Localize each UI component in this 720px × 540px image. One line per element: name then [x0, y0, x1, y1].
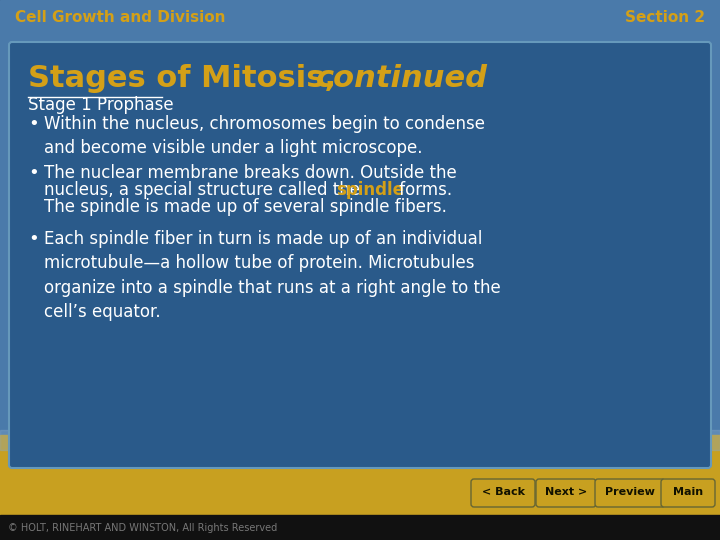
Bar — [0, 435, 720, 515]
Text: The spindle is made up of several spindle fibers.: The spindle is made up of several spindl… — [44, 198, 447, 216]
Text: Main: Main — [673, 487, 703, 497]
FancyBboxPatch shape — [471, 479, 535, 507]
Text: spindle: spindle — [336, 181, 404, 199]
Text: Cell Growth and Division: Cell Growth and Division — [15, 10, 225, 25]
Text: continued: continued — [316, 64, 488, 93]
Text: Each spindle fiber in turn is made up of an individual
microtubule—a hollow tube: Each spindle fiber in turn is made up of… — [44, 230, 500, 321]
Text: Preview: Preview — [605, 487, 655, 497]
Text: Stage 1 Prophase: Stage 1 Prophase — [28, 96, 174, 114]
Text: © HOLT, RINEHART AND WINSTON, All Rights Reserved: © HOLT, RINEHART AND WINSTON, All Rights… — [8, 523, 277, 533]
Text: •: • — [28, 164, 39, 182]
Text: •: • — [28, 230, 39, 248]
Text: •: • — [28, 115, 39, 133]
FancyBboxPatch shape — [9, 42, 711, 468]
Text: forms.: forms. — [394, 181, 452, 199]
Text: Within the nucleus, chromosomes begin to condense
and become visible under a lig: Within the nucleus, chromosomes begin to… — [44, 115, 485, 157]
FancyBboxPatch shape — [536, 479, 596, 507]
Text: Next >: Next > — [545, 487, 587, 497]
Text: nucleus, a special structure called the: nucleus, a special structure called the — [44, 181, 365, 199]
Text: The nuclear membrane breaks down. Outside the: The nuclear membrane breaks down. Outsid… — [44, 164, 456, 182]
FancyBboxPatch shape — [661, 479, 715, 507]
Text: < Back: < Back — [482, 487, 524, 497]
Bar — [0, 515, 720, 540]
FancyBboxPatch shape — [595, 479, 665, 507]
Text: Section 2: Section 2 — [625, 10, 705, 25]
Bar — [0, 430, 720, 450]
Text: Stages of Mitosis,: Stages of Mitosis, — [28, 64, 347, 93]
